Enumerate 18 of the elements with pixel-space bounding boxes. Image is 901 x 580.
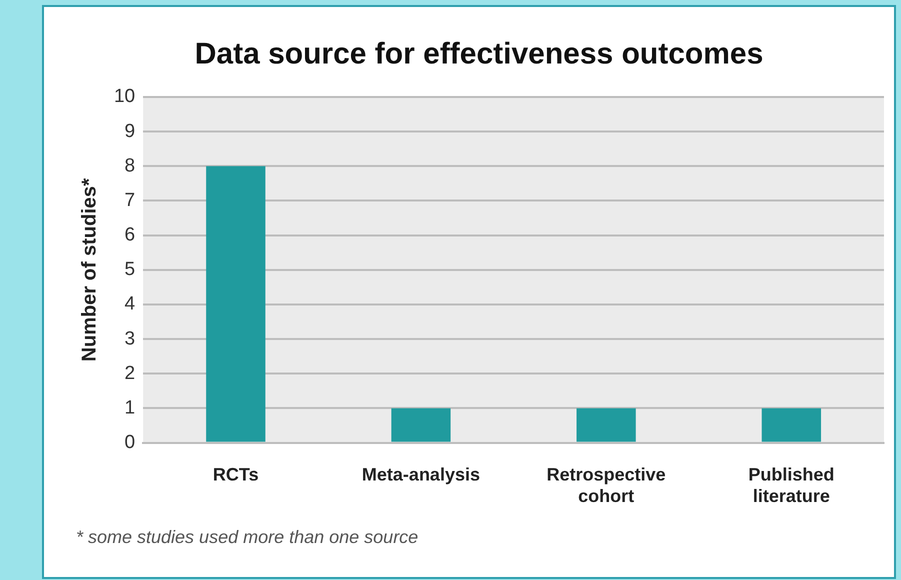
x-tick-label: Meta-analysis: [362, 464, 480, 485]
y-tick-label: 3: [124, 328, 136, 350]
x-tick-label: RCTs: [212, 464, 259, 485]
y-tick-label: 5: [124, 259, 136, 280]
x-tick-label: Retrospective cohort: [546, 464, 666, 506]
y-tick-label: 10: [114, 86, 136, 108]
y-tick-label: 6: [124, 224, 136, 246]
y-tick-label: 0: [124, 432, 136, 454]
x-tick-label: Published literature: [748, 464, 834, 506]
y-tick-label: 7: [124, 190, 136, 211]
y-tick-label: 8: [124, 155, 136, 176]
y-tick-label: 2: [124, 362, 136, 384]
y-tick-label: 1: [124, 397, 136, 418]
y-axis-title: Number of studies*: [78, 178, 101, 362]
y-tick-label: 4: [124, 294, 136, 315]
chart-title: Data source for effectiveness outcomes: [194, 37, 764, 70]
y-tick-label: 9: [124, 120, 136, 142]
text: * some studies used more than one source: [76, 527, 418, 548]
